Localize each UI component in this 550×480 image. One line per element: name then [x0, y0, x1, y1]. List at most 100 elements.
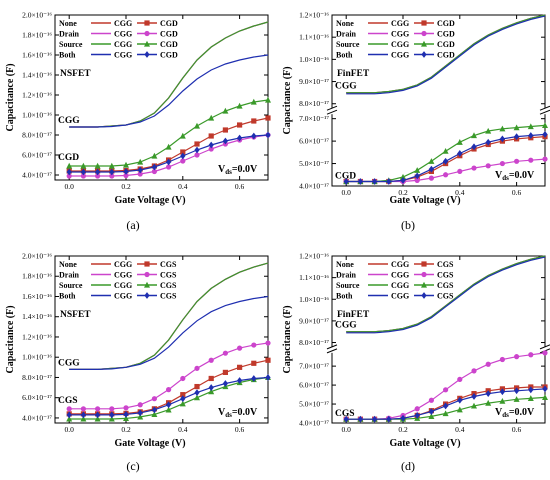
data-point-drain	[194, 365, 200, 371]
data-point-both	[222, 137, 228, 145]
legend-marker	[144, 292, 150, 299]
legend-col2-label: CGS	[437, 271, 454, 280]
axis-break-mark	[326, 109, 338, 115]
y-tick-label: 1.4×10⁻¹⁶	[22, 312, 52, 321]
y-tick-label: 1.2×10⁻¹⁶	[22, 91, 52, 100]
data-point-source	[414, 167, 421, 173]
data-point-drain	[542, 156, 548, 162]
vds-v: V	[218, 164, 226, 175]
data-point-source	[471, 132, 477, 139]
data-point-source	[471, 402, 477, 409]
x-tick-label: 0.0	[342, 425, 352, 434]
y-tick-label: 1.2×10⁻¹⁶	[299, 252, 329, 261]
vds-subscript: ds	[502, 174, 509, 182]
legend-row-label: Both	[336, 292, 353, 301]
axis-break-mark	[326, 344, 338, 350]
legend-col2-label: CGD	[160, 30, 178, 39]
vds-annotation: Vds=0.0V	[218, 164, 258, 176]
y-tick-label: 8.0×10⁻¹⁷	[22, 373, 52, 382]
data-point-both	[457, 396, 463, 404]
data-point-both	[109, 168, 115, 176]
data-point-none	[194, 141, 200, 147]
data-point-source	[400, 173, 406, 180]
data-point-source	[179, 400, 186, 407]
data-point-drain	[428, 397, 434, 403]
legend-marker	[421, 271, 427, 278]
panel-caption: (a)	[126, 218, 139, 232]
axis-break-mark	[539, 109, 550, 115]
y-tick-label: 4.0×10⁻¹⁷	[22, 171, 52, 180]
cgg-annotation: CGG	[58, 116, 80, 126]
data-point-both	[357, 415, 363, 423]
data-point-drain	[80, 406, 86, 412]
data-point-both	[499, 135, 505, 143]
y-axis-label: Capacitance (F)	[282, 305, 293, 373]
data-point-drain	[499, 356, 505, 363]
legend-marker	[144, 271, 150, 278]
data-point-source	[513, 124, 520, 131]
data-point-both	[95, 168, 101, 176]
x-tick-label: 0.4	[455, 188, 465, 197]
data-point-both	[237, 377, 243, 384]
vds-annotation: Vds=0.0V	[218, 407, 258, 419]
x-tick-label: 0.4	[178, 425, 188, 434]
data-point-drain	[251, 342, 257, 348]
series-line-cgg-source	[346, 255, 546, 333]
data-point-source	[222, 107, 229, 114]
axis-break-mark	[539, 344, 550, 350]
y-tick-label: 1.6×10⁻¹⁶	[22, 292, 52, 301]
x-tick-label: 0.4	[455, 425, 465, 434]
data-point-drain	[123, 172, 129, 179]
data-point-source	[428, 158, 435, 164]
data-point-drain	[66, 173, 72, 179]
y-tick-label: 4.0×10⁻¹⁷	[299, 419, 329, 428]
legend-col1-label: CGG	[114, 281, 132, 290]
data-point-source	[80, 162, 87, 169]
data-point-drain	[443, 172, 449, 178]
device-label: NSFET	[60, 310, 91, 320]
vds-subscript: ds	[225, 411, 232, 419]
y-tick-label: 1.0×10⁻¹⁶	[22, 353, 52, 362]
data-point-none	[265, 115, 271, 121]
data-point-both	[428, 408, 434, 416]
y-tick-label: 6.0×10⁻¹⁷	[299, 137, 329, 146]
legend-marker	[421, 292, 427, 299]
x-tick-label: 0.6	[235, 182, 245, 191]
data-point-drain	[528, 157, 534, 163]
data-point-both	[251, 132, 257, 140]
x-tick-label: 0.2	[398, 425, 408, 434]
data-point-source	[485, 399, 492, 406]
data-point-both	[514, 133, 520, 141]
plot-frame	[54, 255, 269, 424]
data-point-both	[194, 389, 200, 397]
data-point-source	[94, 162, 101, 169]
series-line-cgg-both	[346, 15, 546, 95]
data-point-drain	[180, 375, 186, 382]
data-point-source	[542, 122, 548, 129]
data-point-source	[456, 139, 463, 145]
x-tick-label: 0.2	[398, 188, 408, 197]
legend-col2-label: CGD	[437, 40, 455, 49]
data-point-none	[222, 127, 228, 133]
data-point-both	[471, 143, 477, 151]
data-point-drain	[95, 173, 101, 179]
legend-col1-label: CGG	[391, 40, 409, 49]
y-tick-label: 1.8×10⁻¹⁶	[22, 272, 52, 281]
legend-row-label: None	[59, 260, 77, 269]
y-tick-label: 7.0×10⁻¹⁷	[299, 362, 329, 371]
legend-col2-label: CGD	[160, 19, 178, 28]
y-tick-label: 4.0×10⁻¹⁷	[22, 413, 52, 422]
data-point-both	[80, 168, 86, 176]
x-axis-label: Gate Voltage (V)	[114, 438, 185, 449]
data-point-both	[542, 130, 548, 138]
y-tick-label: 1.1×10⁻¹⁶	[299, 273, 329, 282]
data-point-both	[109, 411, 115, 419]
x-tick-label: 0.6	[235, 425, 245, 434]
data-point-both	[166, 158, 172, 166]
data-point-both	[137, 409, 143, 417]
data-point-both	[151, 406, 157, 414]
data-point-both	[372, 415, 378, 423]
axis-break-mask	[328, 346, 336, 353]
data-point-drain	[166, 164, 172, 170]
series-group	[343, 14, 548, 185]
